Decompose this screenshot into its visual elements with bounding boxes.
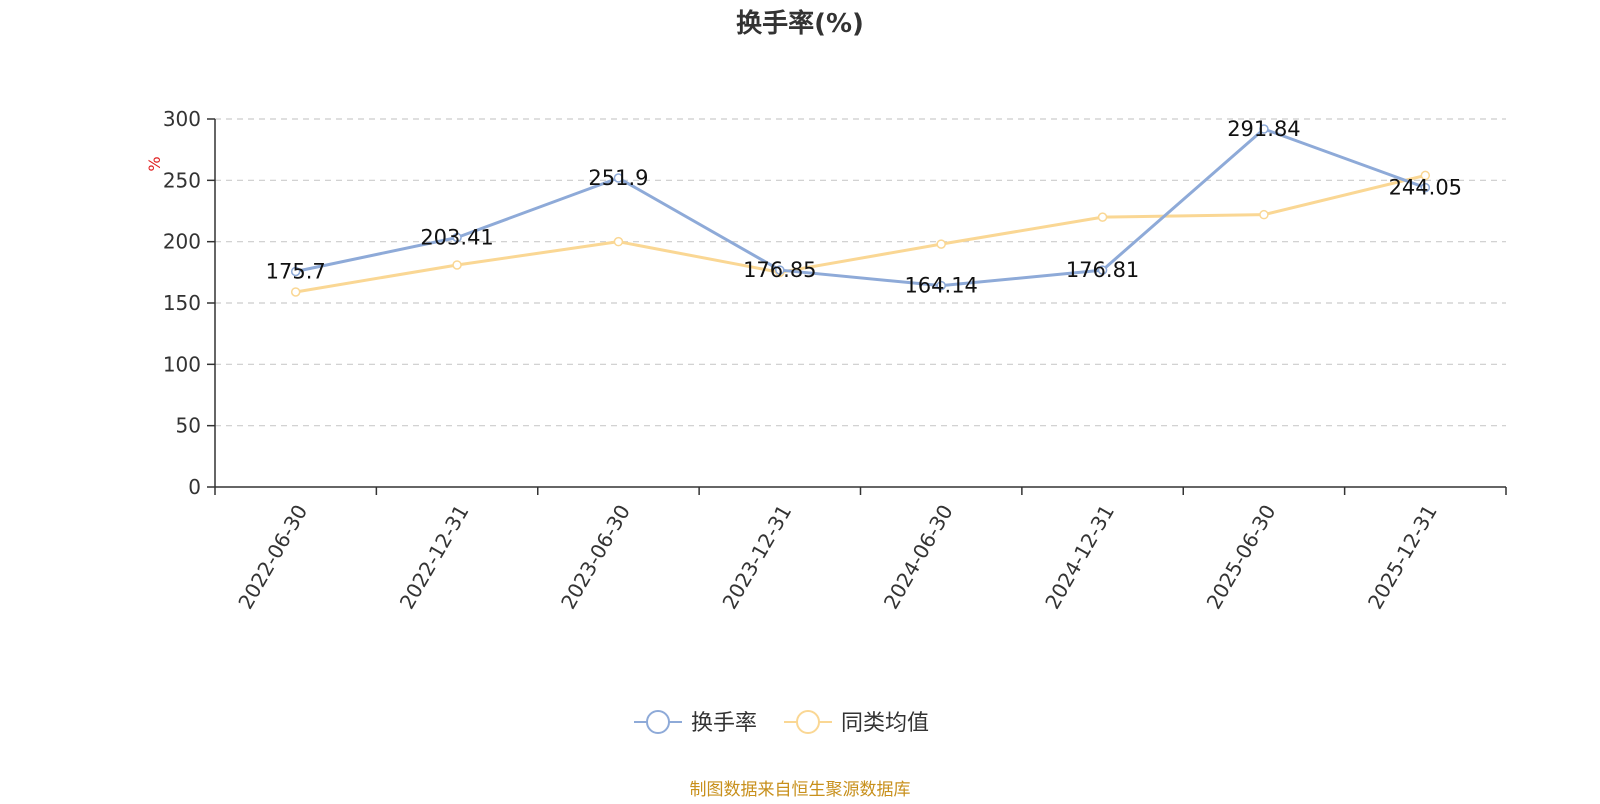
series-line-1	[295, 127, 1426, 288]
data-label: 251.9	[588, 166, 648, 190]
legend[interactable]: 换手率 同类均值	[634, 710, 929, 736]
y-tick-label: 0	[188, 475, 201, 499]
y-tick-label: 300	[163, 107, 201, 131]
data-label: 203.41	[420, 225, 493, 249]
data-point	[452, 232, 462, 243]
y-tick-label: 50	[176, 414, 201, 438]
data-label: 291.84	[1227, 117, 1300, 141]
data-point	[1259, 124, 1269, 134]
data-label: 175.7	[266, 259, 326, 283]
data-label: 176.85	[743, 258, 816, 282]
data-label: 164.14	[904, 274, 977, 298]
chart-title: 换手率(%)	[736, 8, 864, 39]
x-tick-label: 2025-12-31	[1363, 501, 1442, 614]
data-label: 244.05	[1389, 176, 1462, 200]
y-tick-label: 100	[163, 352, 201, 376]
data-point	[1259, 209, 1269, 220]
x-tick-label: 2024-12-31	[1040, 501, 1119, 614]
x-tick-label: 2022-12-31	[395, 501, 474, 614]
x-tick-label: 2023-12-31	[717, 501, 796, 614]
y-tick-label: 250	[163, 168, 201, 192]
data-point	[613, 236, 624, 247]
x-tick-label: 2023-06-30	[556, 501, 635, 614]
data-point	[290, 287, 301, 297]
data-point	[1097, 265, 1108, 275]
data-point	[775, 265, 785, 275]
legend-label: 同类均值	[841, 711, 929, 736]
data-point	[452, 260, 462, 270]
y-tick-label: 150	[163, 291, 201, 315]
data-labels: 175.7 203.41 251.9 176.85 164.14 176.81 291.84…	[266, 117, 1462, 298]
legend-item-turnover[interactable]: 换手率	[634, 710, 757, 736]
axes: 0 50 100 150 200 250 300 2022-06-30 2022-12-31 20…	[163, 107, 1507, 614]
series-lines	[290, 124, 1431, 297]
y-tick-label: 200	[163, 230, 201, 254]
x-tick-label: 2022-06-30	[233, 501, 312, 614]
data-point	[613, 173, 624, 183]
legend-label: 换手率	[691, 711, 757, 736]
legend-marker	[646, 710, 670, 734]
y-axis-unit-label: %	[145, 156, 164, 171]
data-point	[1097, 212, 1108, 222]
data-point	[290, 266, 301, 277]
x-tick-label: 2025-06-30	[1201, 501, 1280, 614]
data-point	[936, 280, 946, 291]
data-point	[1420, 182, 1431, 193]
x-tick-label: 2024-06-30	[879, 501, 958, 614]
data-source-footer: 制图数据来自恒生聚源数据库	[690, 780, 911, 800]
data-label: 176.81	[1066, 258, 1139, 282]
legend-marker	[796, 710, 820, 734]
data-point	[936, 239, 946, 249]
series-line-2	[295, 173, 1426, 294]
legend-item-peer-average[interactable]: 同类均值	[784, 710, 929, 736]
data-point	[1420, 170, 1431, 181]
